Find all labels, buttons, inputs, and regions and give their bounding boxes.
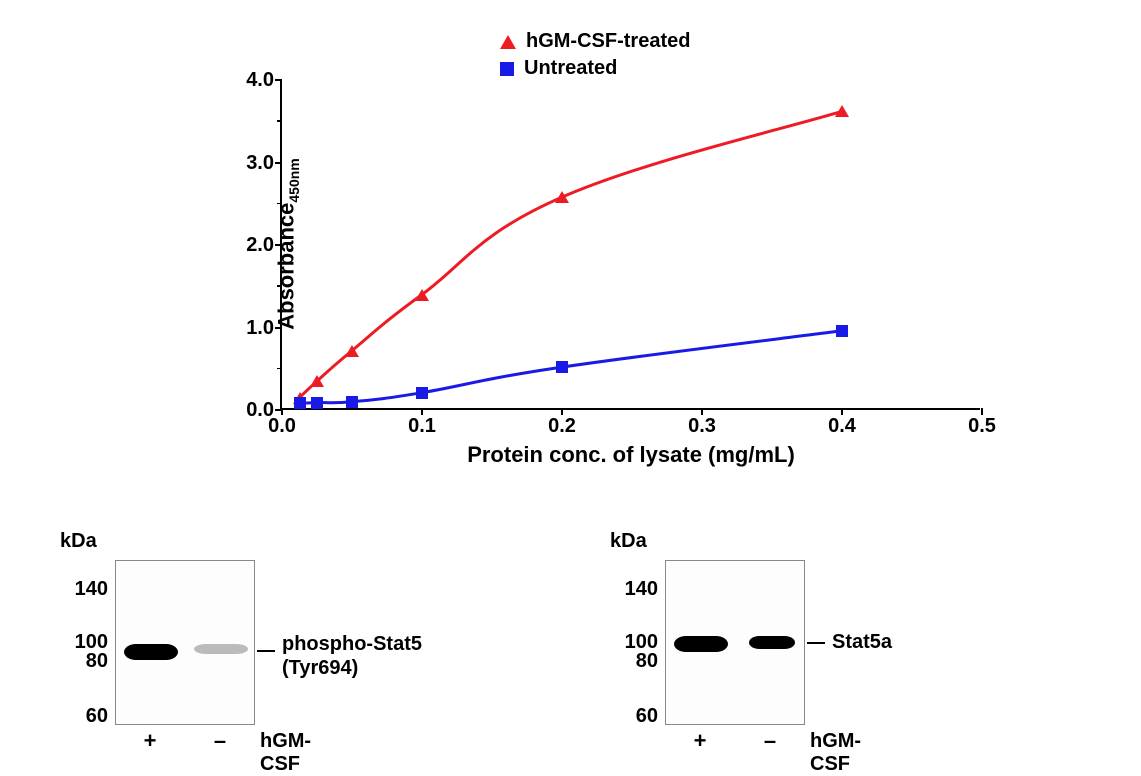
x-axis-title: Protein conc. of lysate (mg/mL) [467,442,795,468]
data-marker [346,396,358,408]
x-tick-label: 0.4 [828,415,856,438]
y-tick-label: 0.0 [234,399,274,422]
data-marker [345,345,359,357]
protein-band [124,644,177,660]
blot-image-right [665,560,805,725]
lane-sign: + [694,728,707,754]
x-tick-label: 0.3 [688,415,716,438]
x-tick-label: 0.5 [968,415,996,438]
y-tick-label: 3.0 [234,152,274,175]
chart-legend: hGM-CSF-treated Untreated [500,30,690,84]
band-indicator [257,650,275,652]
series-line [300,331,843,404]
x-tick-label: 0.2 [548,415,576,438]
mw-marker: 60 [86,705,108,728]
data-marker [555,191,569,203]
legend-item-treated: hGM-CSF-treated [500,30,690,53]
treatment-label-right: hGM-CSF [810,730,861,776]
triangle-icon [500,35,516,49]
band-indicator [807,642,825,644]
blot-image-left [115,560,255,725]
data-marker [415,289,429,301]
lane-sign: – [764,728,776,754]
data-marker [294,397,306,409]
kda-label: kDa [610,530,647,553]
y-tick-label: 1.0 [234,317,274,340]
protein-band [674,636,727,652]
data-marker [416,387,428,399]
square-icon [500,62,514,76]
protein-band [749,636,795,649]
data-marker [836,325,848,337]
mw-marker: 60 [636,705,658,728]
data-marker [311,397,323,409]
legend-item-untreated: Untreated [500,57,690,80]
band-label-line1: phospho-Stat5 [282,633,422,656]
data-marker [556,361,568,373]
mw-marker: 140 [625,578,658,601]
protein-band [194,644,247,654]
lane-sign: + [144,728,157,754]
y-axis-main: Absorbance [274,203,299,330]
y-tick-label: 2.0 [234,234,274,257]
mw-marker: 140 [75,578,108,601]
y-axis-sub: 450nm [286,158,302,202]
treatment-label-left: hGM-CSF [260,730,311,776]
mw-marker: 80 [86,650,108,673]
lane-sign: – [214,728,226,754]
band-label-line1: Stat5a [832,631,892,654]
plot-area: Absorbance450nm Protein conc. of lysate … [280,80,980,410]
mw-marker: 80 [636,650,658,673]
data-marker [835,105,849,117]
series-line [300,111,843,397]
dose-response-chart: hGM-CSF-treated Untreated Absorbance450n… [200,30,1000,480]
kda-label: kDa [60,530,97,553]
legend-label: hGM-CSF-treated [526,30,690,53]
curve-layer [282,80,982,410]
legend-label: Untreated [524,57,617,80]
y-tick-label: 4.0 [234,69,274,92]
band-label-line2: (Tyr694) [282,657,358,680]
data-marker [310,375,324,387]
x-tick-label: 0.1 [408,415,436,438]
